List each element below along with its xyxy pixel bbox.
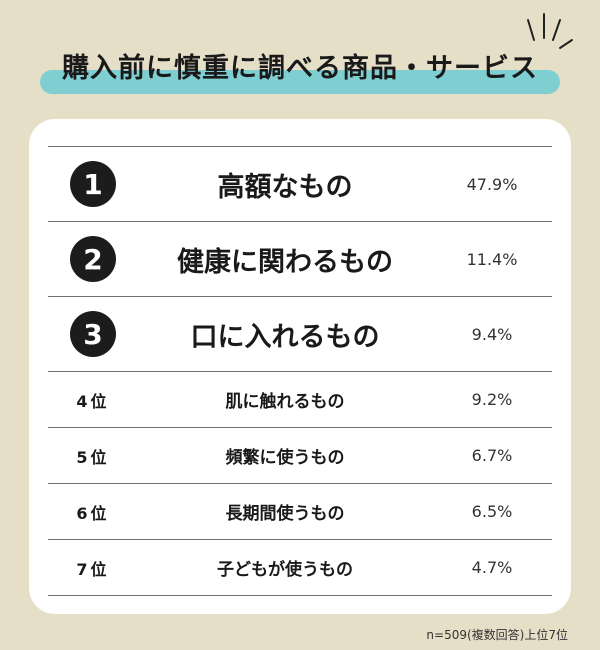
- page-title: 購入前に慎重に調べる商品・サービス: [62, 53, 538, 84]
- percent-value: 47.9%: [466, 174, 518, 194]
- rank-label: 7位: [76, 559, 110, 579]
- title-area: 購入前に慎重に調べる商品・サービス: [0, 42, 600, 102]
- percent-value: 9.2%: [471, 390, 513, 409]
- rank-badge: 3: [70, 311, 116, 357]
- ranking-row: 2 健康に関わるもの 11.4%: [48, 221, 552, 296]
- item-label: 頻繁に使うもの: [225, 448, 345, 468]
- ranking-card: 1 高額なもの 47.9% 2 健康に関わるもの 11.4% 3 口に入れるもの…: [29, 119, 571, 614]
- footnote: n=509(複数回答)上位7位: [426, 628, 568, 642]
- percent-value: 11.4%: [466, 249, 518, 269]
- ranking-row: 7位 子どもが使うもの 4.7%: [48, 539, 552, 596]
- percent-value: 6.7%: [471, 446, 513, 465]
- title-highlight: [40, 70, 560, 94]
- rank-label: 5位: [76, 447, 110, 467]
- ranking-table: 1 高額なもの 47.9% 2 健康に関わるもの 11.4% 3 口に入れるもの…: [48, 146, 552, 596]
- percent-value: 6.5%: [471, 502, 513, 521]
- item-label: 口に入れるもの: [190, 321, 380, 353]
- ranking-row: 3 口に入れるもの 9.4%: [48, 296, 552, 371]
- ranking-row: 4位 肌に触れるもの 9.2%: [48, 371, 552, 427]
- ranking-row: 6位 長期間使うもの 6.5%: [48, 483, 552, 539]
- percent-value: 9.4%: [471, 324, 513, 344]
- percent-value: 4.7%: [471, 558, 513, 577]
- rank-label: 4位: [76, 391, 110, 411]
- item-label: 長期間使うもの: [225, 504, 345, 524]
- item-label: 高額なもの: [217, 171, 353, 203]
- rank-badge: 1: [70, 161, 116, 207]
- ranking-row: 5位 頻繁に使うもの 6.7%: [48, 427, 552, 483]
- sparkle-decoration-icon: [527, 13, 573, 49]
- item-label: 子どもが使うもの: [217, 560, 353, 580]
- ranking-row: 1 高額なもの 47.9%: [48, 146, 552, 221]
- item-label: 肌に触れるもの: [225, 392, 345, 412]
- rank-badge: 2: [70, 236, 116, 282]
- item-label: 健康に関わるもの: [177, 246, 393, 278]
- rank-label: 6位: [76, 503, 110, 523]
